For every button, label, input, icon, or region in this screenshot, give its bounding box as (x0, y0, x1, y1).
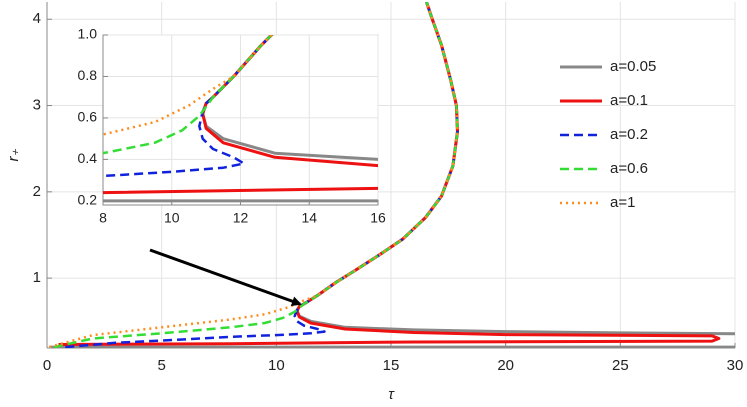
legend-label: a=1 (610, 194, 635, 211)
x-tick-label: 12 (233, 210, 249, 226)
y-tick-label: 4 (33, 10, 41, 27)
y-tick-label: 3 (33, 97, 41, 114)
series-line (65, 2, 459, 348)
x-tick-label: 0 (43, 357, 51, 374)
y-tick-label: 0.8 (78, 67, 98, 83)
x-tick-label: 20 (497, 357, 514, 374)
x-tick-label: 15 (383, 357, 400, 374)
legend-label: a=0.05 (610, 58, 656, 75)
legend-label: a=0.1 (610, 92, 648, 109)
x-tick-label: 14 (301, 210, 317, 226)
y-axis-label: r₊ (5, 148, 22, 161)
y-tick-label: 0.2 (78, 192, 98, 208)
y-tick-label: 1 (33, 269, 41, 286)
legend-label: a=0.6 (610, 160, 648, 177)
y-tick-label: 0.6 (78, 109, 98, 125)
legend-label: a=0.2 (610, 126, 648, 143)
x-tick-label: 10 (164, 210, 180, 226)
x-tick-label: 10 (268, 357, 285, 374)
y-tick-label: 0.4 (78, 150, 98, 166)
series-group (48, 2, 735, 348)
inset-plot: 8 10 12 14 16 0.2 0.4 0.6 0.8 1.0 (78, 26, 386, 226)
x-tick-label: 8 (99, 210, 107, 226)
y-tick-label: 1.0 (78, 26, 98, 42)
series-group (103, 35, 378, 203)
series-line (103, 35, 274, 178)
x-tick-label: 30 (727, 357, 744, 374)
series-line (103, 35, 274, 155)
arrow (149, 248, 302, 306)
x-tick-label: 16 (370, 210, 386, 226)
y-tick-label: 2 (33, 183, 41, 200)
x-tick-label: 5 (157, 357, 165, 374)
series-line (48, 2, 459, 348)
legend: a=0.05 a=0.1 a=0.2 a=0.6 a=1 (560, 58, 656, 211)
series-line (103, 35, 378, 203)
x-tick-label: 25 (612, 357, 629, 374)
x-axis-label: τ (388, 386, 395, 403)
